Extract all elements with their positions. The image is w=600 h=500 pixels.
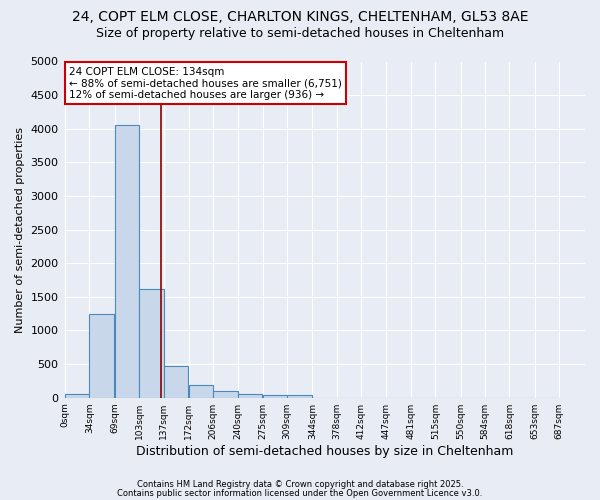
Bar [65,394,89,398]
Bar [139,289,164,398]
Bar [115,126,139,398]
Y-axis label: Number of semi-detached properties: Number of semi-detached properties [15,126,25,332]
Text: Contains HM Land Registry data © Crown copyright and database right 2025.: Contains HM Land Registry data © Crown c… [137,480,463,489]
Text: Size of property relative to semi-detached houses in Cheltenham: Size of property relative to semi-detach… [96,28,504,40]
Text: 24 COPT ELM CLOSE: 134sqm
← 88% of semi-detached houses are smaller (6,751)
12% : 24 COPT ELM CLOSE: 134sqm ← 88% of semi-… [69,66,341,100]
Bar [89,314,114,398]
Bar [287,396,311,398]
X-axis label: Distribution of semi-detached houses by size in Cheltenham: Distribution of semi-detached houses by … [136,444,513,458]
Bar [263,394,287,398]
Bar [238,394,262,398]
Bar [188,384,213,398]
Bar [164,366,188,398]
Bar [213,390,238,398]
Text: Contains public sector information licensed under the Open Government Licence v3: Contains public sector information licen… [118,488,482,498]
Text: 24, COPT ELM CLOSE, CHARLTON KINGS, CHELTENHAM, GL53 8AE: 24, COPT ELM CLOSE, CHARLTON KINGS, CHEL… [72,10,528,24]
